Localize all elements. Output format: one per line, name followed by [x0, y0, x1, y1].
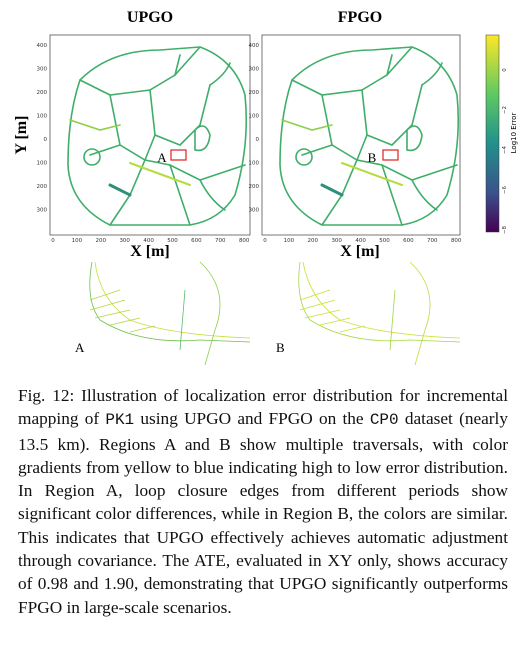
- y-tick-label: 100: [37, 114, 48, 120]
- y-tick-label: 400: [37, 43, 48, 49]
- panel-fpgo: FPGO B X [m]: [261, 9, 461, 260]
- colorbar-tick-label: 0: [502, 68, 508, 72]
- x-tick-label: 0: [263, 238, 267, 244]
- x-tick-label: 0: [51, 238, 55, 244]
- zoom-label: A: [75, 340, 85, 355]
- x-tick-label: 400: [143, 238, 154, 244]
- y-tick-label: 200: [249, 90, 260, 96]
- y-tick-label: 200: [37, 184, 48, 190]
- panel-upgo: UPGO A X [m] Y [m]: [13, 9, 251, 260]
- x-tick-label: 400: [355, 238, 366, 244]
- region-box: [170, 149, 187, 161]
- colorbar: [485, 34, 500, 233]
- panel-title: FPGO: [338, 9, 382, 26]
- colorbar-tick-label: −2: [502, 106, 508, 114]
- y-tick-label: 300: [37, 208, 48, 214]
- y-tick-label: 0: [256, 137, 260, 143]
- y-tick-label: 400: [249, 43, 260, 49]
- region-box: [382, 149, 399, 161]
- x-tick-label: 200: [308, 238, 319, 244]
- zoom-b: [298, 261, 461, 366]
- x-tick-label: 800: [239, 238, 250, 244]
- caption-text: using UPGO and FPGO on the: [134, 409, 370, 429]
- x-tick-label: 600: [191, 238, 202, 244]
- axes-box: [49, 34, 251, 236]
- y-tick-label: 100: [37, 161, 48, 167]
- figure: UPGO A X [m] Y [m] FPGO B X [m] Log10 Er…: [13, 9, 518, 366]
- x-tick-label: 300: [119, 238, 130, 244]
- x-tick-label: 700: [427, 238, 438, 244]
- region-label: B: [368, 150, 377, 165]
- x-tick-label: 200: [96, 238, 107, 244]
- x-tick-label: 700: [215, 238, 226, 244]
- colorbar-tick-label: −6: [502, 185, 508, 194]
- x-tick-label: 500: [379, 238, 390, 244]
- y-tick-label: 100: [249, 114, 260, 120]
- x-tick-label: 600: [403, 238, 414, 244]
- caption-code: PK1: [105, 411, 135, 430]
- y-tick-label: 300: [249, 208, 260, 214]
- y-tick-label: 100: [249, 161, 260, 167]
- colorbar-tick-label: −4: [502, 145, 508, 154]
- x-tick-label: 800: [451, 238, 462, 244]
- x-label: X [m]: [340, 243, 380, 260]
- caption: Fig. 12: Illustration of localization er…: [18, 384, 508, 619]
- caption-code: CP0: [369, 411, 399, 430]
- caption-text: dataset (nearly 13.5 km). Regions A and …: [18, 409, 508, 617]
- x-tick-label: 100: [72, 238, 83, 244]
- y-label: Y [m]: [13, 116, 30, 155]
- y-tick-label: 200: [37, 90, 48, 96]
- x-tick-label: 500: [167, 238, 178, 244]
- zoom-label: B: [276, 340, 285, 355]
- x-tick-label: 300: [331, 238, 342, 244]
- x-tick-label: 100: [284, 238, 295, 244]
- panel-title: UPGO: [127, 9, 173, 26]
- y-tick-label: 0: [44, 137, 48, 143]
- colorbar-label: Log10 Error: [510, 113, 518, 154]
- x-label: X [m]: [130, 243, 170, 260]
- y-tick-label: 200: [249, 184, 260, 190]
- caption-text: Fig. 12: Illustration of localization er…: [18, 386, 508, 429]
- y-tick-label: 300: [249, 67, 260, 73]
- colorbar-tick-label: −8: [502, 225, 508, 234]
- zoom-a: [89, 261, 251, 366]
- y-tick-label: 300: [37, 67, 48, 73]
- region-label: A: [157, 150, 167, 165]
